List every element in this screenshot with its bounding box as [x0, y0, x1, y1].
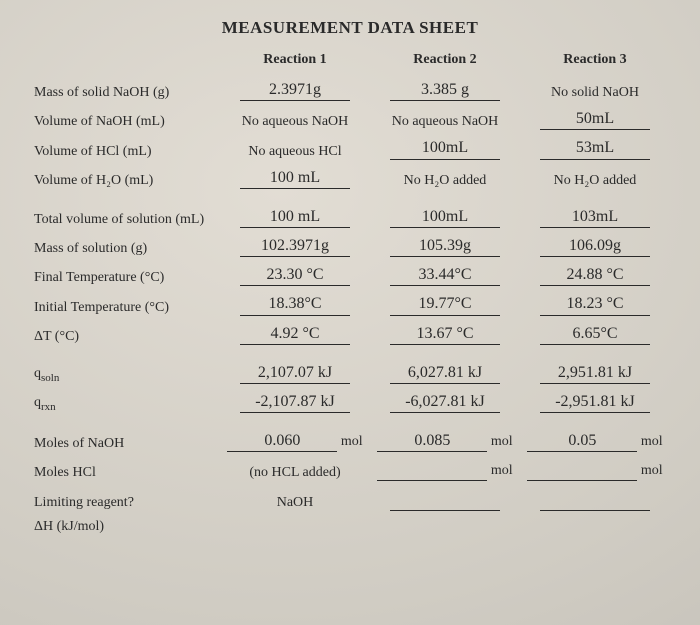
val-mass-naoh-r1: 2.3971g	[240, 80, 350, 101]
label-mass-naoh: Mass of solid NaOH (g)	[30, 76, 220, 105]
unit-mol: mol	[491, 434, 513, 449]
val-dt-r3: 6.65°C	[540, 324, 650, 345]
row-mol-hcl: Moles HCl (no HCL added) mol mol	[30, 456, 670, 485]
label-qrxn: qrxn	[30, 388, 220, 417]
unit-mol: mol	[341, 434, 363, 449]
unit-mol: mol	[641, 434, 663, 449]
val-limiting-r1: NaOH	[277, 495, 314, 510]
val-qrxn-r1: -2,107.87 kJ	[240, 392, 350, 413]
row-final-t: Final Temperature (°C) 23.30 °C 33.44°C …	[30, 261, 670, 290]
label-vol-naoh: Volume of NaOH (mL)	[30, 105, 220, 134]
val-final-t-r1: 23.30 °C	[240, 265, 350, 286]
val-vol-naoh-r1: No aqueous NaOH	[242, 114, 349, 129]
label-vol-h2o: Volume of H₂O (mL)	[30, 164, 220, 193]
val-vol-naoh-r2: No aqueous NaOH	[392, 114, 499, 129]
val-qsoln-r3: 2,951.81 kJ	[540, 363, 650, 384]
val-vol-hcl-r3: 53mL	[540, 138, 650, 159]
val-final-t-r2: 33.44°C	[390, 265, 500, 286]
val-limiting-r2	[390, 489, 500, 510]
label-vol-hcl: Volume of HCl (mL)	[30, 134, 220, 163]
col-header-r2: Reaction 2	[370, 48, 520, 76]
val-vol-h2o-r2: No H₂O added	[404, 173, 487, 188]
val-dt-r1: 4.92 °C	[240, 324, 350, 345]
label-limiting: Limiting reagent?	[30, 485, 220, 514]
label-qsoln: qsoln	[30, 359, 220, 388]
unit-mol: mol	[641, 463, 663, 478]
row-dh: ΔH (kJ/mol)	[30, 515, 670, 539]
row-vol-h2o: Volume of H₂O (mL) 100 mL No H₂O added N…	[30, 164, 670, 193]
data-table: Reaction 1 Reaction 2 Reaction 3 Mass of…	[30, 48, 670, 539]
label-mol-naoh: Moles of NaOH	[30, 427, 220, 456]
val-mass-soln-r2: 105.39g	[390, 236, 500, 257]
row-vol-naoh: Volume of NaOH (mL) No aqueous NaOH No a…	[30, 105, 670, 134]
row-mass-naoh: Mass of solid NaOH (g) 2.3971g 3.385 g N…	[30, 76, 670, 105]
label-dh: ΔH (kJ/mol)	[30, 515, 220, 539]
val-tot-vol-r1: 100 mL	[240, 207, 350, 228]
val-tot-vol-r2: 100mL	[390, 207, 500, 228]
sheet-title: MEASUREMENT DATA SHEET	[30, 18, 670, 38]
val-limiting-r3	[540, 489, 650, 510]
val-vol-h2o-r3: No H₂O added	[554, 173, 637, 188]
row-init-t: Initial Temperature (°C) 18.38°C 19.77°C…	[30, 290, 670, 319]
val-mol-naoh-r3: 0.05	[527, 431, 637, 452]
label-mass-soln: Mass of solution (g)	[30, 232, 220, 261]
row-tot-vol: Total volume of solution (mL) 100 mL 100…	[30, 203, 670, 232]
val-mass-soln-r3: 106.09g	[540, 236, 650, 257]
val-init-t-r1: 18.38°C	[240, 294, 350, 315]
val-qsoln-r2: 6,027.81 kJ	[390, 363, 500, 384]
label-mol-hcl: Moles HCl	[30, 456, 220, 485]
val-init-t-r2: 19.77°C	[390, 294, 500, 315]
val-qsoln-r1: 2,107.07 kJ	[240, 363, 350, 384]
row-qsoln: qsoln 2,107.07 kJ 6,027.81 kJ 2,951.81 k…	[30, 359, 670, 388]
label-init-t: Initial Temperature (°C)	[30, 290, 220, 319]
col-header-r1: Reaction 1	[220, 48, 370, 76]
label-tot-vol: Total volume of solution (mL)	[30, 203, 220, 232]
val-dt-r2: 13.67 °C	[390, 324, 500, 345]
val-mass-naoh-r2: 3.385 g	[390, 80, 500, 101]
val-init-t-r3: 18.23 °C	[540, 294, 650, 315]
val-mol-naoh-r1: 0.060	[227, 431, 337, 452]
unit-mol: mol	[491, 463, 513, 478]
val-mass-naoh-r3: No solid NaOH	[551, 85, 639, 100]
val-final-t-r3: 24.88 °C	[540, 265, 650, 286]
row-dt: ΔT (°C) 4.92 °C 13.67 °C 6.65°C	[30, 320, 670, 349]
val-vol-naoh-r3: 50mL	[540, 109, 650, 130]
row-mol-naoh: Moles of NaOH 0.060 mol 0.085 mol 0.05 m…	[30, 427, 670, 456]
label-dt: ΔT (°C)	[30, 320, 220, 349]
val-vol-h2o-r1: 100 mL	[240, 168, 350, 189]
val-mol-hcl-r3	[527, 460, 637, 481]
row-vol-hcl: Volume of HCl (mL) No aqueous HCl 100mL …	[30, 134, 670, 163]
val-mol-hcl-r2	[377, 460, 487, 481]
val-tot-vol-r3: 103mL	[540, 207, 650, 228]
row-qrxn: qrxn -2,107.87 kJ -6,027.81 kJ -2,951.81…	[30, 388, 670, 417]
val-qrxn-r2: -6,027.81 kJ	[390, 392, 500, 413]
val-vol-hcl-r1: No aqueous HCl	[248, 144, 341, 159]
val-qrxn-r3: -2,951.81 kJ	[540, 392, 650, 413]
row-limiting: Limiting reagent? NaOH	[30, 485, 670, 514]
label-final-t: Final Temperature (°C)	[30, 261, 220, 290]
val-vol-hcl-r2: 100mL	[390, 138, 500, 159]
row-mass-soln: Mass of solution (g) 102.3971g 105.39g 1…	[30, 232, 670, 261]
val-mol-hcl-r1: (no HCL added)	[249, 465, 340, 480]
val-mass-soln-r1: 102.3971g	[240, 236, 350, 257]
val-mol-naoh-r2: 0.085	[377, 431, 487, 452]
col-header-r3: Reaction 3	[520, 48, 670, 76]
